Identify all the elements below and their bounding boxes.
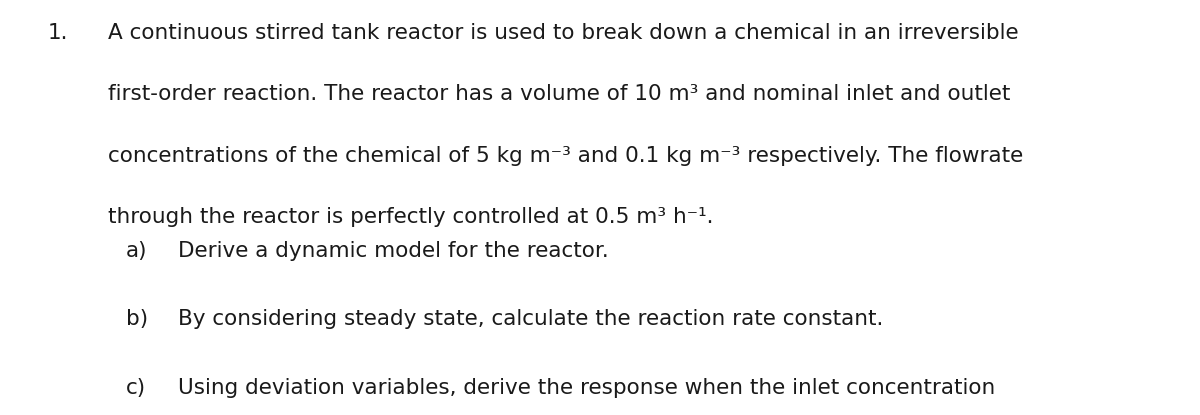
Text: through the reactor is perfectly controlled at 0.5 m³ h⁻¹.: through the reactor is perfectly control…	[108, 207, 714, 227]
Text: a): a)	[126, 241, 148, 261]
Text: Derive a dynamic model for the reactor.: Derive a dynamic model for the reactor.	[178, 241, 608, 261]
Text: A continuous stirred tank reactor is used to break down a chemical in an irrever: A continuous stirred tank reactor is use…	[108, 23, 1019, 43]
Text: concentrations of the chemical of 5 kg m⁻³ and 0.1 kg m⁻³ respectively. The flow: concentrations of the chemical of 5 kg m…	[108, 146, 1024, 166]
Text: 1.: 1.	[48, 23, 68, 43]
Text: Using deviation variables, derive the response when the inlet concentration: Using deviation variables, derive the re…	[178, 378, 995, 398]
Text: b): b)	[126, 309, 148, 329]
Text: first-order reaction. The reactor has a volume of 10 m³ and nominal inlet and ou: first-order reaction. The reactor has a …	[108, 84, 1010, 104]
Text: c): c)	[126, 378, 146, 398]
Text: By considering steady state, calculate the reaction rate constant.: By considering steady state, calculate t…	[178, 309, 883, 329]
